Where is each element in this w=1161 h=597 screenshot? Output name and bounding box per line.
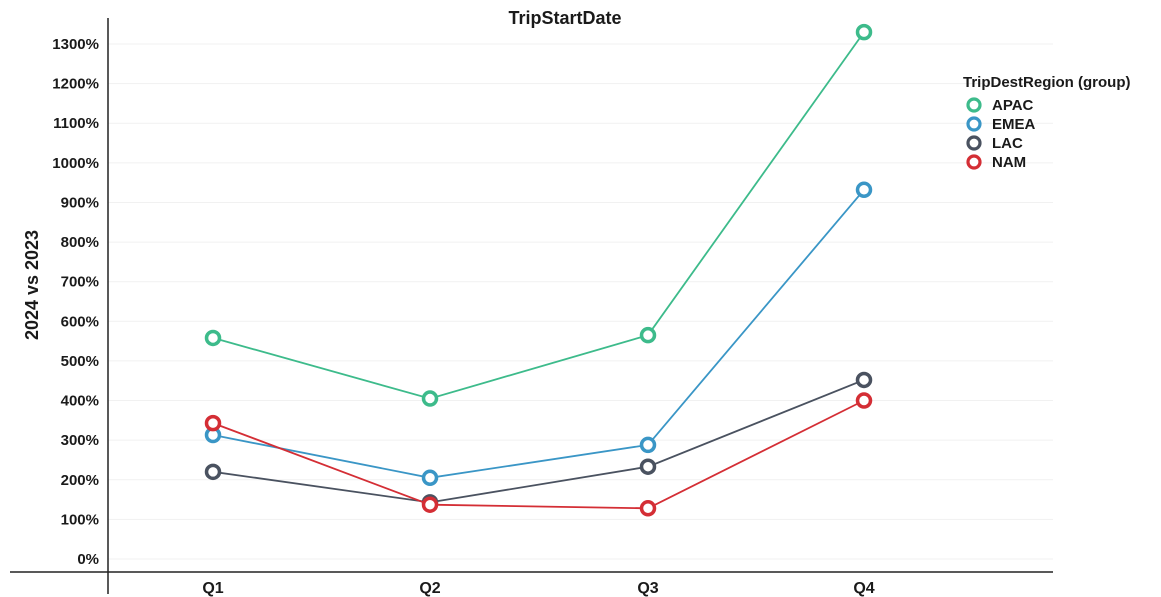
legend-title: TripDestRegion (group) xyxy=(963,74,1131,91)
series-apac xyxy=(204,23,873,407)
legend-marker-nam xyxy=(966,154,982,170)
legend-item-apac[interactable]: APAC xyxy=(966,97,1034,114)
data-point-apac[interactable] xyxy=(204,329,222,347)
y-tick-label: 600% xyxy=(61,313,99,330)
y-tick-label: 400% xyxy=(61,393,99,410)
y-tick-label: 500% xyxy=(61,353,99,370)
data-point-nam[interactable] xyxy=(421,496,439,513)
series-lines xyxy=(204,23,873,517)
y-tick-label: 700% xyxy=(61,274,99,291)
data-point-emea[interactable] xyxy=(421,469,439,487)
chart-title: TripStartDate xyxy=(508,8,621,28)
legend-label: LAC xyxy=(992,135,1023,152)
x-tick-label: Q1 xyxy=(202,580,223,597)
y-tick-label: 1300% xyxy=(52,36,99,53)
data-point-emea[interactable] xyxy=(855,181,873,199)
y-tick-label: 800% xyxy=(61,234,99,251)
y-tick-label: 1200% xyxy=(52,76,99,93)
series-line-emea xyxy=(212,189,865,479)
data-point-apac[interactable] xyxy=(421,390,439,407)
legend-label: EMEA xyxy=(992,116,1036,133)
x-tick-label: Q3 xyxy=(637,580,658,597)
data-point-nam[interactable] xyxy=(204,414,222,432)
y-tick-label: 0% xyxy=(77,551,99,568)
data-point-emea[interactable] xyxy=(639,436,657,454)
series-line-lac xyxy=(212,379,865,504)
grid-lines xyxy=(108,43,1053,560)
data-point-apac[interactable] xyxy=(855,23,873,41)
series-nam xyxy=(204,392,873,517)
data-point-lac[interactable] xyxy=(639,458,657,475)
legend-marker-lac xyxy=(966,135,982,151)
series-line-nam xyxy=(212,399,865,510)
x-tick-label: Q2 xyxy=(419,580,440,597)
data-point-nam[interactable] xyxy=(855,392,873,409)
data-point-apac[interactable] xyxy=(639,326,657,344)
legend-label: APAC xyxy=(992,97,1034,114)
y-tick-label: 900% xyxy=(61,194,99,211)
y-tick-label: 200% xyxy=(61,472,99,489)
data-point-lac[interactable] xyxy=(204,463,222,481)
y-tick-label: 1100% xyxy=(53,115,99,132)
legend-marker-emea xyxy=(966,116,982,132)
series-emea xyxy=(204,181,873,487)
data-point-nam[interactable] xyxy=(639,500,657,517)
y-tick-labels: 0% 100% 200% 300% 400% 500% 600% 700% 800% 900% 10… xyxy=(52,36,99,568)
data-point-lac[interactable] xyxy=(855,371,873,389)
legend-label: NAM xyxy=(992,154,1026,171)
series-line-apac xyxy=(212,31,865,400)
y-tick-label: 300% xyxy=(61,432,99,449)
legend-item-emea[interactable]: EMEA xyxy=(966,116,1036,133)
legend-item-lac[interactable]: LAC xyxy=(966,135,1023,152)
x-tick-label: Q4 xyxy=(853,580,874,597)
y-axis-label: 2024 vs 2023 xyxy=(22,230,42,340)
x-tick-labels: Q1 Q2 Q3 Q4 xyxy=(202,580,874,597)
legend-marker-apac xyxy=(966,97,982,113)
y-tick-label: 100% xyxy=(61,511,99,528)
legend-item-nam[interactable]: NAM xyxy=(966,154,1026,171)
series-lac xyxy=(204,371,873,511)
y-tick-label: 1000% xyxy=(52,155,99,172)
legend: TripDestRegion (group) APAC EMEA LAC NAM xyxy=(963,74,1131,171)
